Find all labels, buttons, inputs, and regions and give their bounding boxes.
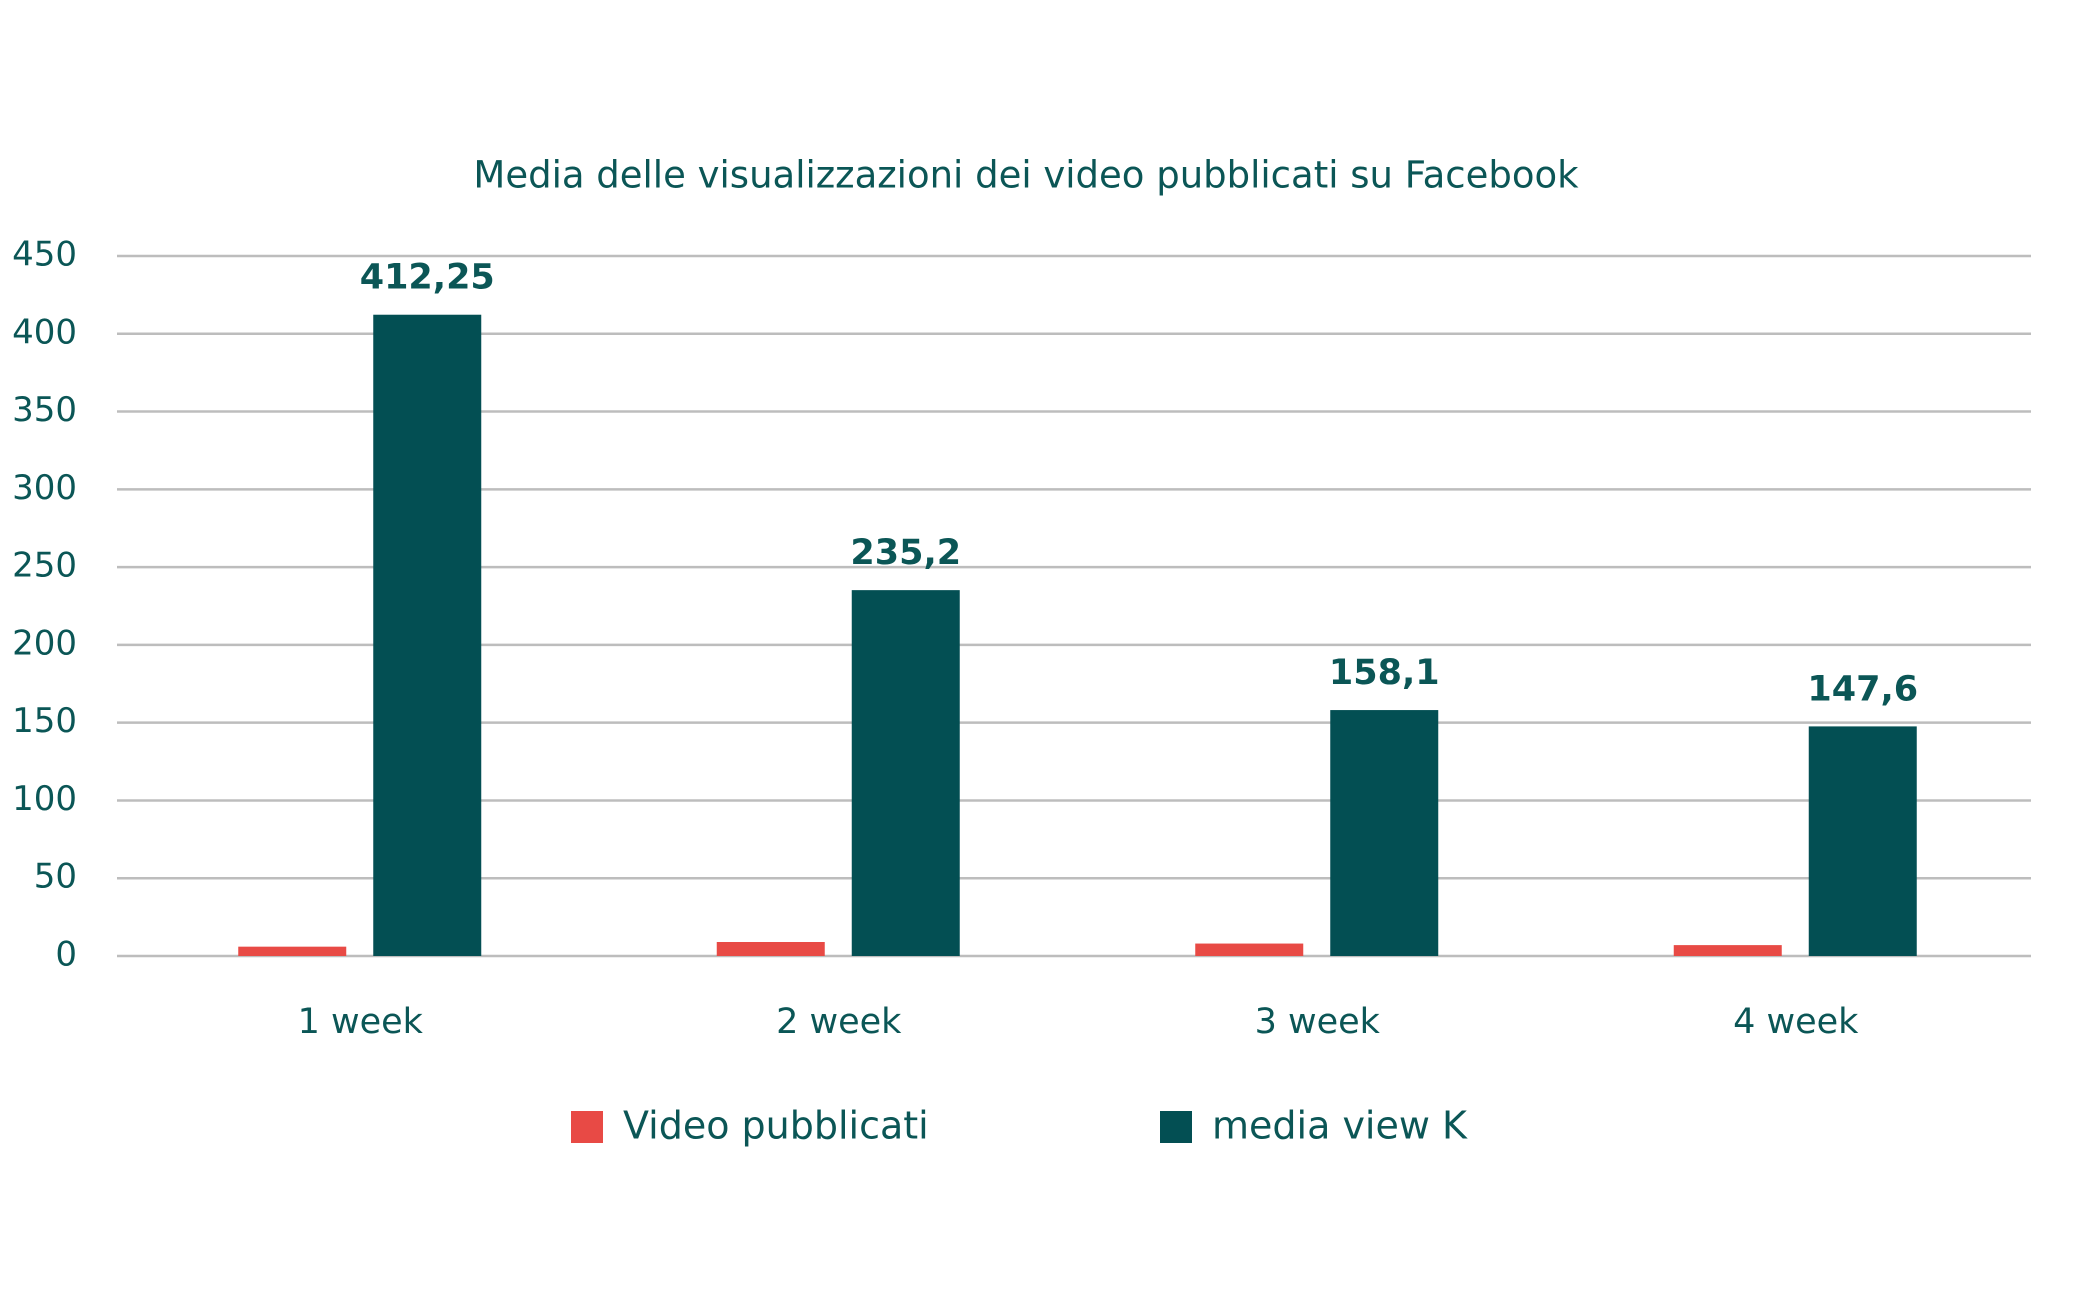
data-label: 235,2: [850, 533, 961, 573]
y-tick-label: 200: [12, 623, 77, 663]
x-tick-label: 3 week: [1255, 1002, 1381, 1042]
bar: [851, 590, 960, 956]
data-label: 158,1: [1329, 653, 1440, 693]
x-tick-label: 1 week: [298, 1002, 424, 1042]
bar: [373, 314, 482, 956]
bar: [1330, 710, 1439, 956]
legend-swatch: [571, 1111, 603, 1143]
bar: [1195, 943, 1304, 956]
y-tick-label: 50: [34, 857, 77, 897]
y-tick-label: 450: [12, 235, 77, 275]
bar: [716, 942, 825, 956]
bar: [1808, 726, 1917, 956]
y-tick-label: 350: [12, 390, 77, 430]
data-label: 412,25: [360, 258, 495, 298]
y-tick-label: 150: [12, 701, 77, 741]
bar: [1673, 945, 1782, 956]
x-tick-label: 2 week: [776, 1002, 902, 1042]
y-tick-label: 250: [12, 546, 77, 586]
y-tick-label: 0: [55, 935, 77, 975]
y-tick-label: 300: [12, 468, 77, 508]
legend-label: media view K: [1212, 1104, 1468, 1148]
y-tick-label: 400: [12, 312, 77, 352]
data-label: 147,6: [1807, 669, 1918, 709]
bar: [238, 946, 347, 956]
y-tick-label: 100: [12, 779, 77, 819]
chart-title: Media delle visualizzazioni dei video pu…: [473, 154, 1579, 197]
legend-label: Video pubblicati: [623, 1104, 929, 1148]
legend-swatch: [1160, 1111, 1192, 1143]
x-tick-label: 4 week: [1733, 1002, 1859, 1042]
